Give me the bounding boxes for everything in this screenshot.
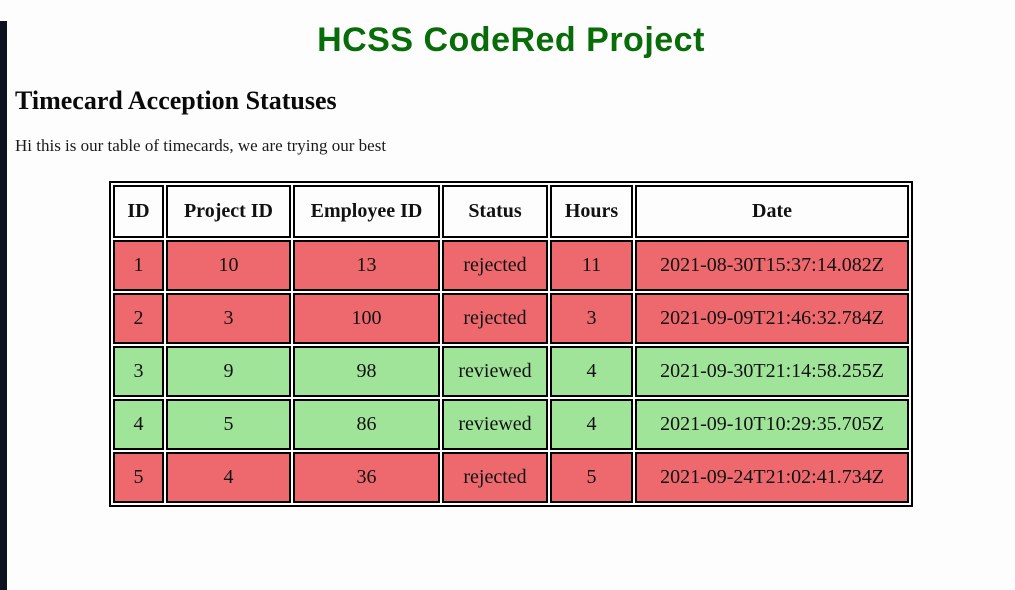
cell-status: rejected [442,293,548,344]
col-header-date: Date [635,185,909,238]
cell-project-id: 10 [166,240,291,291]
cell-hours: 11 [550,240,633,291]
page-title: HCSS CodeRed Project [317,21,705,59]
cell-project-id: 5 [166,399,291,450]
cell-date: 2021-09-24T21:02:41.734Z [635,452,909,503]
cell-date: 2021-08-30T15:37:14.082Z [635,240,909,291]
intro-text: Hi this is our table of timecards, we ar… [15,136,387,155]
cell-id: 2 [113,293,164,344]
cell-id: 5 [113,452,164,503]
cell-status: rejected [442,452,548,503]
cell-hours: 5 [550,452,633,503]
cell-date: 2021-09-30T21:14:58.255Z [635,346,909,397]
cell-project-id: 4 [166,452,291,503]
cell-date: 2021-09-09T21:46:32.784Z [635,293,909,344]
cell-date: 2021-09-10T10:29:35.705Z [635,399,909,450]
window-edge-bar [0,21,7,590]
col-header-hours: Hours [550,185,633,238]
col-header-id: ID [113,185,164,238]
col-header-employee-id: Employee ID [293,185,440,238]
cell-status: rejected [442,240,548,291]
cell-status: reviewed [442,399,548,450]
table-header-row: ID Project ID Employee ID Status Hours D… [113,185,909,238]
cell-employee-id: 13 [293,240,440,291]
table-row: 2 3 100 rejected 3 2021-09-09T21:46:32.784Z [113,293,909,344]
table-row: 4 5 86 reviewed 4 2021-09-10T10:29:35.705Z [113,399,909,450]
cell-hours: 4 [550,399,633,450]
cell-id: 3 [113,346,164,397]
cell-id: 4 [113,399,164,450]
cell-employee-id: 98 [293,346,440,397]
cell-hours: 4 [550,346,633,397]
cell-hours: 3 [550,293,633,344]
table-row: 3 9 98 reviewed 4 2021-09-30T21:14:58.255Z [113,346,909,397]
page-content: HCSS CodeRed Project Timecard Acception … [7,21,1015,507]
cell-status: reviewed [442,346,548,397]
cell-employee-id: 86 [293,399,440,450]
section-heading: Timecard Acception Statuses [15,86,337,115]
cell-employee-id: 100 [293,293,440,344]
table-row: 1 10 13 rejected 11 2021-08-30T15:37:14.082Z [113,240,909,291]
table-body: 1 10 13 rejected 11 2021-08-30T15:37:14.082Z 2… [113,240,909,503]
col-header-status: Status [442,185,548,238]
col-header-project-id: Project ID [166,185,291,238]
cell-project-id: 3 [166,293,291,344]
cell-id: 1 [113,240,164,291]
cell-project-id: 9 [166,346,291,397]
cell-employee-id: 36 [293,452,440,503]
timecards-table: ID Project ID Employee ID Status Hours D… [109,181,913,507]
table-row: 5 4 36 rejected 5 2021-09-24T21:02:41.734Z [113,452,909,503]
